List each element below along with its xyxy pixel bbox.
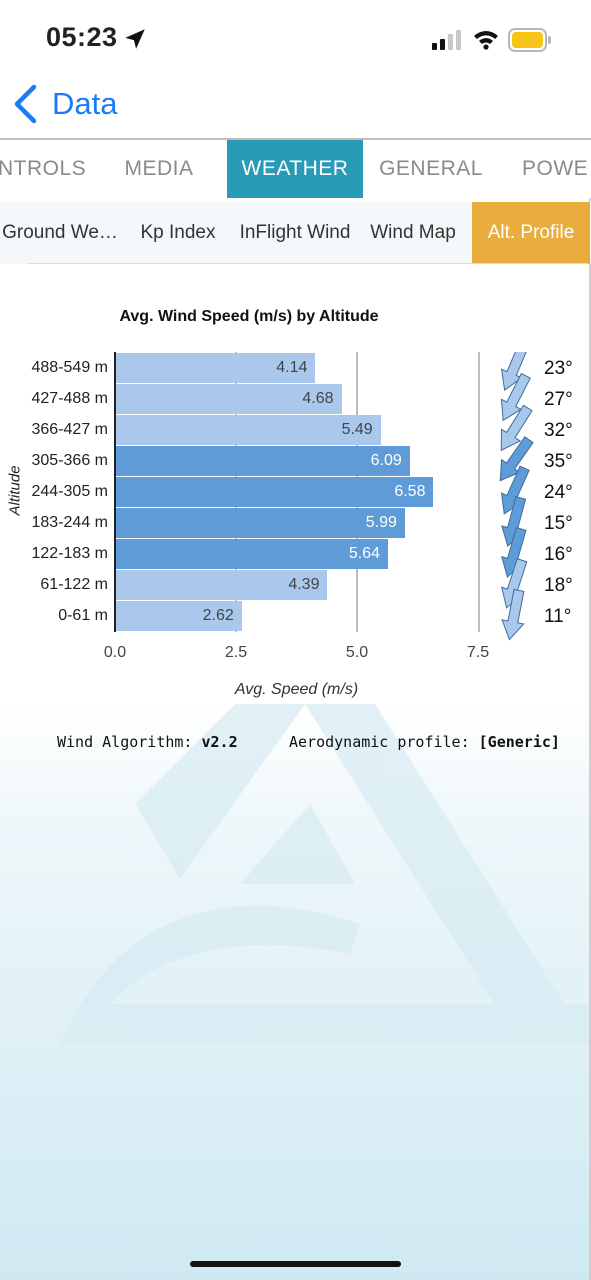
category-label: 427-488 m xyxy=(31,390,109,407)
tab-general[interactable]: GENERAL xyxy=(379,157,483,180)
direction-label: 32° xyxy=(544,420,573,441)
x-tick-label: 2.5 xyxy=(224,644,248,661)
category-label: 0-61 m xyxy=(58,607,108,624)
wind-algorithm-label: Wind Algorithm: xyxy=(57,733,193,751)
bar-value-label: 6.58 xyxy=(394,483,426,500)
back-label: Data xyxy=(52,86,118,121)
bar-value-label: 4.68 xyxy=(302,390,334,407)
category-label: 61-122 m xyxy=(40,576,108,593)
bar xyxy=(115,570,328,600)
tab-controls[interactable]: NTROLS xyxy=(0,157,87,180)
wind-altitude-chart: Avg. Wind Speed (m/s) by Altitude Altitu… xyxy=(0,290,591,720)
category-label: 366-427 m xyxy=(31,421,109,438)
divider xyxy=(0,138,591,140)
y-axis-line xyxy=(114,352,116,632)
wind-arrow-icon xyxy=(500,404,533,452)
chart-title: Avg. Wind Speed (m/s) by Altitude xyxy=(119,308,379,325)
subtab-ground-weather[interactable]: Ground We… xyxy=(2,222,118,243)
category-label: 488-549 m xyxy=(31,359,109,376)
direction-label: 27° xyxy=(544,389,573,410)
direction-label: 23° xyxy=(544,358,573,379)
bar xyxy=(115,353,316,383)
watermark-logo xyxy=(60,704,590,1044)
tab-power[interactable]: POWE xyxy=(522,157,589,180)
bar-value-label: 4.14 xyxy=(276,359,308,376)
cellular-signal-icon xyxy=(432,30,461,50)
bar-value-label: 4.39 xyxy=(288,576,320,593)
x-axis-label: Avg. Speed (m/s) xyxy=(234,681,359,698)
wind-arrow-icon xyxy=(500,372,531,422)
subtab-alt-profile[interactable]: Alt. Profile xyxy=(472,202,590,264)
chevron-left-icon xyxy=(14,84,37,124)
bar xyxy=(115,508,405,538)
category-label: 305-366 m xyxy=(31,452,109,469)
bar-value-label: 5.99 xyxy=(365,514,397,531)
bar xyxy=(115,539,388,569)
battery-icon xyxy=(508,28,551,52)
divider xyxy=(28,263,588,264)
bar xyxy=(115,477,434,507)
category-label: 183-244 m xyxy=(31,514,109,531)
home-indicator xyxy=(190,1261,401,1267)
wind-arrow-icon xyxy=(499,436,534,482)
direction-label: 24° xyxy=(544,482,573,503)
bar-value-label: 5.64 xyxy=(348,545,380,562)
wind-algorithm-value: v2.2 xyxy=(201,733,238,751)
bar xyxy=(115,446,410,476)
direction-label: 18° xyxy=(544,575,573,596)
bar-value-label: 6.09 xyxy=(370,452,402,469)
bar xyxy=(115,601,242,631)
subtab-kp-index[interactable]: Kp Index xyxy=(140,222,216,243)
direction-lane-line xyxy=(478,352,480,632)
aerodynamic-profile-label: Aerodynamic profile: xyxy=(289,733,470,751)
back-button[interactable]: Data xyxy=(12,82,117,126)
direction-label: 15° xyxy=(544,513,573,534)
subtab-wind-map[interactable]: Wind Map xyxy=(370,222,456,243)
x-tick-label: 5.0 xyxy=(345,644,369,661)
top-tab-bar: NTROLS MEDIA WEATHER GENERAL POWE xyxy=(0,140,591,198)
category-label: 122-183 m xyxy=(31,545,109,562)
status-time: 05:23 xyxy=(46,22,118,52)
bar-value-label: 5.49 xyxy=(341,421,373,438)
aerodynamic-profile-value: [Generic] xyxy=(478,733,560,751)
wind-arrow-icon xyxy=(500,352,530,391)
location-arrow-icon xyxy=(125,29,145,49)
wifi-icon xyxy=(474,31,498,50)
bar xyxy=(115,384,342,414)
right-edge xyxy=(589,140,591,1280)
direction-label: 11° xyxy=(544,606,572,627)
tab-weather[interactable]: WEATHER xyxy=(227,140,363,198)
bar-value-label: 2.62 xyxy=(202,607,234,624)
wind-arrow-icon xyxy=(501,588,525,641)
wind-direction-arrows xyxy=(499,352,534,641)
status-bar: 05:23 xyxy=(0,0,591,80)
aerodynamic-profile: Aerodynamic profile: [Generic] xyxy=(289,733,560,751)
sub-tab-bar: Ground We… Kp Index InFlight Wind Wind M… xyxy=(0,202,591,264)
x-tick-label: 0.0 xyxy=(103,644,127,661)
direction-label: 16° xyxy=(544,544,573,565)
tab-media[interactable]: MEDIA xyxy=(124,157,194,180)
category-label: 244-305 m xyxy=(31,483,109,500)
bar xyxy=(115,415,381,445)
wind-algorithm: Wind Algorithm: v2.2 xyxy=(57,733,238,751)
direction-label: 35° xyxy=(544,451,573,472)
x-tick-label: 7.5 xyxy=(466,644,490,661)
subtab-inflight-wind[interactable]: InFlight Wind xyxy=(239,222,351,243)
